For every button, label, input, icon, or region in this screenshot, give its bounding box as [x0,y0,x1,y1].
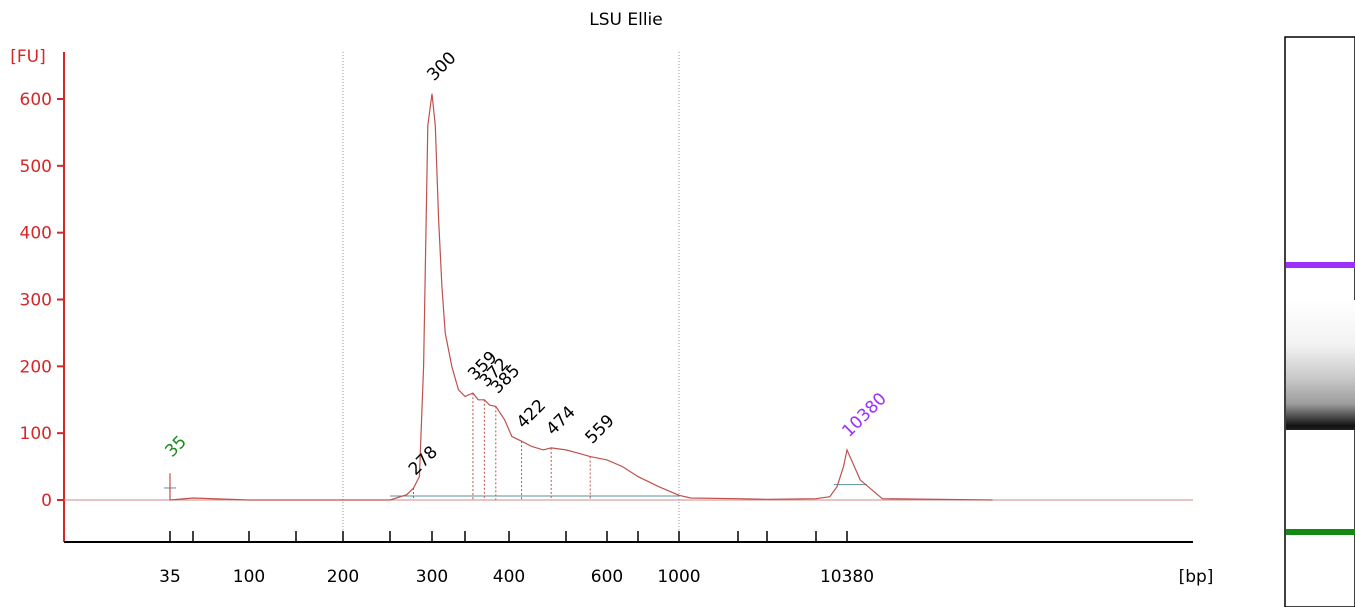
x-tick-label: 200 [327,567,359,587]
y-axis-label: [FU] [10,47,46,67]
chart-title: LSU Ellie [589,10,662,30]
x-tick-label: 100 [233,567,265,587]
lower-marker-band [1286,529,1355,535]
gel-smear [1286,300,1355,430]
x-tick-label: 300 [416,567,448,587]
x-tick-label: 35 [159,567,181,587]
plot-area: 0 100 200 300 400 500 600 35 100 200 300 400 600 1000… [20,48,1193,587]
peak-label: 35 [161,432,190,461]
y-tick-label: 300 [20,291,52,311]
peak-label: 278 [405,442,442,479]
y-tick-label: 500 [20,157,52,177]
y-tick-label: 100 [20,424,52,444]
peak-label: 559 [582,411,619,448]
y-tick-label: 400 [20,224,52,244]
x-tick-label: 400 [493,567,525,587]
y-tick-label: 200 [20,357,52,377]
trace-line [169,93,993,501]
y-tick-label: 600 [20,90,52,110]
gel-lane [1284,36,1355,607]
x-tick-label: 600 [591,567,623,587]
upper-marker-band [1286,262,1355,268]
peak-label: 300 [423,48,460,85]
y-tick-label: 0 [41,491,52,511]
x-tick-label: 1000 [657,567,700,587]
x-tick-label: 10380 [820,567,874,587]
x-axis-label: [bp] [1179,567,1214,587]
peak-label: 10380 [838,389,890,441]
